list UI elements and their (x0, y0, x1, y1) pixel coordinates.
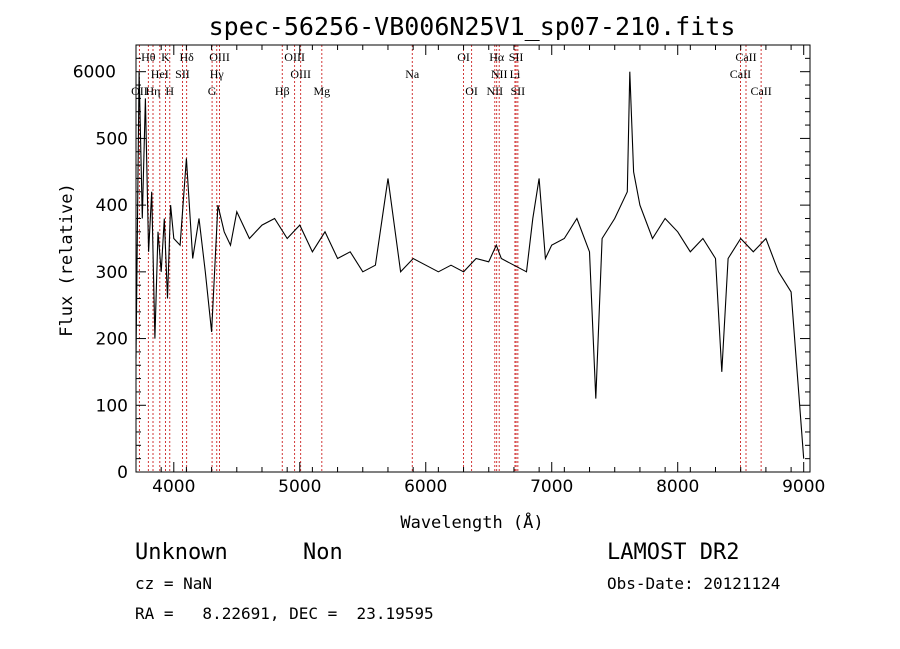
spectral-line-label: Li (510, 67, 521, 81)
line-marker-group (138, 45, 762, 472)
spectral-line-label: OI (465, 84, 478, 98)
y-axis-label: Flux (relative) (57, 183, 77, 337)
spectral-line-label: K (161, 50, 170, 64)
redshift-label: cz = NaN (135, 574, 212, 593)
spectral-line-label: Na (405, 67, 420, 81)
spectral-line-label: G (208, 84, 217, 98)
spectral-line-label: NII (486, 84, 503, 98)
y-tick-label: 6000 (73, 63, 116, 83)
chart-title: spec-56256-VB006N25V1_sp07-210.fits (209, 12, 736, 41)
x-tick-label: 6000 (404, 477, 447, 497)
coordinates-label: RA = 8.22691, DEC = 23.19595 (135, 604, 434, 623)
spectral-line-label: NII (491, 67, 508, 81)
spectral-line-label: CaII (750, 84, 771, 98)
spectrum-line (135, 71, 805, 459)
spectral-line-label: CaII (735, 50, 756, 64)
y-axis: 0 100 200 300 400 500 6000 (73, 57, 810, 483)
y-tick-label: 500 (96, 129, 128, 149)
spectral-line-label: Hδ (179, 50, 194, 64)
y-tick-label: 200 (96, 330, 128, 350)
x-tick-label: 8000 (656, 477, 699, 497)
spectral-line-label: SII (511, 84, 526, 98)
spectral-line-label: CaII (730, 67, 751, 81)
spectral-line-label: SII (175, 67, 190, 81)
y-tick-label: 100 (96, 396, 128, 416)
obs-date-label: Obs-Date: 20121124 (607, 574, 780, 593)
spectral-line-label: HeI (151, 67, 169, 81)
spectral-line-label: Hθ (141, 50, 156, 64)
x-axis-label: Wavelength (Å) (400, 511, 543, 533)
class-label: Unknown (135, 540, 228, 565)
spectral-line-label: Hγ (210, 67, 225, 81)
x-tick-label: 7000 (530, 477, 573, 497)
spectral-line-label: OI (457, 50, 470, 64)
spectral-line-label: Mg (313, 84, 330, 98)
spectral-line-label: Hβ (275, 84, 290, 98)
spectral-line-label: OIII (290, 67, 311, 81)
x-tick-label: 4000 (152, 477, 195, 497)
subclass-label: Non (303, 540, 343, 565)
x-tick-label: 9000 (782, 477, 825, 497)
spectral-line-label: Hη (146, 84, 161, 98)
plot-frame (135, 44, 811, 473)
y-tick-label: 300 (96, 263, 128, 283)
spectral-line-label: OIII (209, 50, 230, 64)
line-label-group: Hθ K Hδ OIII OIII OI Hα SII CaII HeI SII Hγ OIII Na NI… (131, 50, 772, 98)
spectral-line-label: Hα (489, 50, 505, 64)
survey-label: LAMOST DR2 (607, 540, 739, 565)
spectral-line-label: OIII (284, 50, 305, 64)
y-tick-label: 0 (117, 463, 128, 483)
spectral-line-label: H (165, 84, 174, 98)
y-tick-label: 400 (96, 196, 128, 216)
x-axis: 4000 5000 6000 7000 8000 9000 (135, 45, 825, 497)
x-tick-label: 5000 (278, 477, 321, 497)
spectral-line-label: SII (509, 50, 524, 64)
